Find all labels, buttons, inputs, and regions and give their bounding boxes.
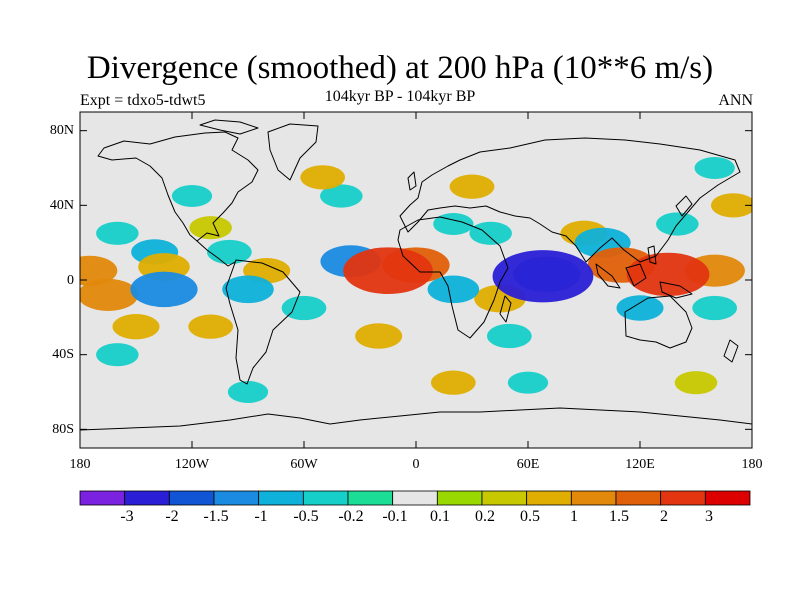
lat-label-0: 0 <box>67 273 74 288</box>
lat-label-80s: 80S <box>52 422 74 437</box>
colorbar-label: -3 <box>120 508 134 525</box>
divergence-cell <box>449 174 495 199</box>
divergence-cell <box>320 184 363 208</box>
colorbar-swatch <box>526 490 572 506</box>
divergence-cell <box>96 221 139 245</box>
divergence-cell <box>507 371 549 394</box>
divergence-cell <box>300 165 346 190</box>
eurasia-coastline <box>399 137 741 263</box>
colorbar-label: -2 <box>165 508 179 525</box>
japan-coastline <box>675 195 693 217</box>
colorbar-swatch <box>168 490 215 506</box>
colorbar-swatch <box>124 490 170 506</box>
divergence-cell <box>674 371 718 395</box>
north-america-coastline <box>97 131 259 242</box>
colorbar-swatch <box>570 490 617 506</box>
divergence-cell <box>112 313 160 340</box>
colorbar-label: -1.5 <box>203 508 229 525</box>
divergence-cell <box>692 295 738 321</box>
africa-coastline <box>397 216 509 339</box>
divergence-cell <box>486 323 532 349</box>
axis-ticks <box>79 112 753 448</box>
colorbar-label: -0.2 <box>338 508 364 525</box>
new-guinea-coastline <box>659 281 693 299</box>
divergence-cell <box>222 275 274 304</box>
colorbar-label: 0.5 <box>520 508 540 525</box>
colorbar-label: 2 <box>660 508 668 525</box>
lon-label-60e: 60E <box>516 457 540 472</box>
uk-coastline <box>407 171 417 191</box>
divergence-cell <box>281 295 327 321</box>
colorbar-swatch <box>213 490 260 506</box>
divergence-cell <box>694 156 735 180</box>
lon-label-0: 0 <box>412 457 420 472</box>
philippines-coastline <box>647 245 657 265</box>
divergence-cell <box>616 295 664 321</box>
coastlines <box>80 119 752 431</box>
colorbar-swatch <box>347 490 394 506</box>
colorbar <box>79 490 751 506</box>
colorbar-swatch <box>79 490 126 506</box>
divergence-cell <box>188 314 234 339</box>
divergence-cell <box>227 380 269 404</box>
colorbar-label: -0.1 <box>382 508 408 525</box>
lat-label-40s: 40S <box>52 347 74 362</box>
lon-label-180e: 180 <box>741 457 763 472</box>
divergence-cell <box>206 239 252 265</box>
colorbar-swatch <box>660 490 706 506</box>
divergence-cell <box>433 212 474 236</box>
divergence-field <box>80 156 752 404</box>
divergence-cell <box>355 323 403 349</box>
divergence-cell <box>80 278 139 311</box>
divergence-cell <box>492 250 594 303</box>
borneo-coastline <box>625 263 647 287</box>
colorbar-swatch <box>615 490 662 506</box>
divergence-cell <box>469 221 512 245</box>
greenland-coastline <box>267 123 319 181</box>
season-label: ANN <box>718 92 753 109</box>
divergence-cell <box>171 184 213 208</box>
divergence-cell <box>343 247 433 294</box>
experiment-label: Expt = tdxo5-tdwt5 <box>80 92 206 109</box>
lat-label-40n: 40N <box>49 198 74 213</box>
colorbar-label: 1 <box>570 508 578 525</box>
plot-title: Divergence (smoothed) at 200 hPa (10**6 … <box>86 50 714 86</box>
colorbar-swatch <box>258 490 304 506</box>
colorbar-swatch <box>392 490 438 506</box>
sumatra-coastline <box>595 263 621 289</box>
central-america-coastline <box>196 240 236 267</box>
divergence-cell <box>96 343 139 367</box>
divergence-cell <box>430 370 476 395</box>
divergence-cell <box>427 275 480 304</box>
divergence-cell <box>80 255 118 286</box>
colorbar-swatch <box>302 490 349 506</box>
colorbar-swatch <box>704 490 751 506</box>
colorbar-label: 0.1 <box>430 508 450 525</box>
divergence-cell <box>189 216 232 240</box>
australia-coastline <box>624 295 693 349</box>
divergence-cell <box>130 271 198 308</box>
time-period-label: 104kyr BP - 104kyr BP <box>324 88 476 105</box>
arctic-islands-coastline <box>199 119 259 135</box>
colorbar-label: -0.5 <box>293 508 319 525</box>
colorbar-label: -1 <box>254 508 268 525</box>
lon-label-120w: 120W <box>174 457 210 472</box>
new-zealand-coastline <box>723 339 739 363</box>
lon-label-180w: 180 <box>69 457 91 472</box>
lat-label-80n: 80N <box>49 123 74 138</box>
antarctica-coastline <box>80 407 752 431</box>
madagascar-coastline <box>499 295 512 323</box>
colorbar-swatch <box>436 490 483 506</box>
south-america-coastline <box>225 259 301 385</box>
colorbar-label: 1.5 <box>609 508 629 525</box>
colorbar-label: 3 <box>705 508 713 525</box>
divergence-cell <box>710 193 752 218</box>
lon-label-60w: 60W <box>290 457 318 472</box>
lon-label-120e: 120E <box>625 457 655 472</box>
divergence-cell <box>626 252 710 297</box>
colorbar-swatch <box>481 490 528 506</box>
colorbar-label: 0.2 <box>475 508 495 525</box>
